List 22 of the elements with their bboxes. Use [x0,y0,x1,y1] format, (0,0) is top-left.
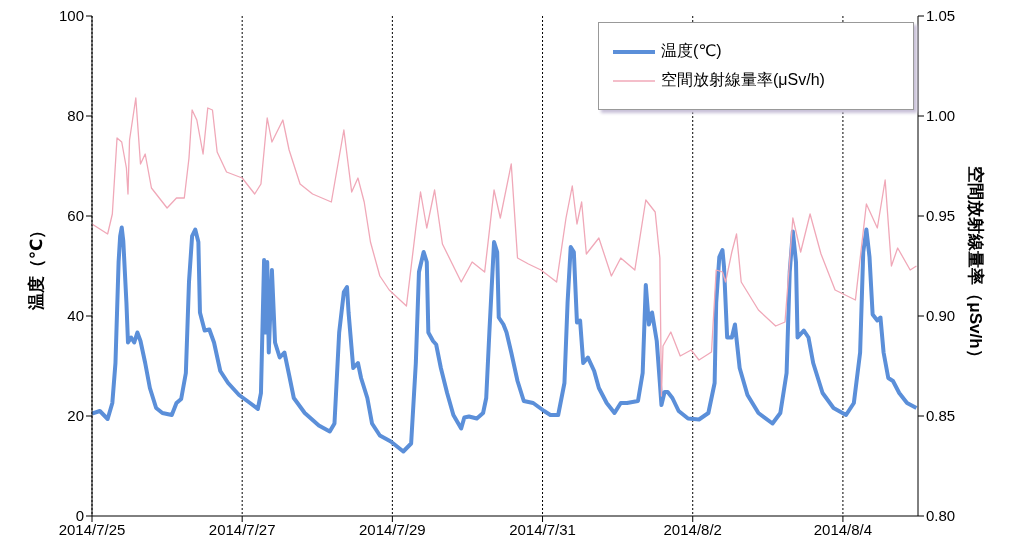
y2-tick-label: 1.05 [926,7,956,25]
y-tick-label: 20 [67,407,84,425]
x-tick-label: 2014/7/29 [359,520,426,538]
y2-tick-label: 0.80 [926,507,956,525]
y2-tick-label: 0.90 [926,307,956,325]
y-tick-label: 80 [67,107,84,125]
y-tick-label: 40 [67,307,84,325]
x-tick-label: 2014/7/31 [509,520,576,538]
y2-axis-title: 空間放射線量率（μSv/h） [965,166,985,366]
y2-tick-label: 0.85 [926,407,956,425]
x-tick-label: 2014/8/2 [663,520,722,538]
y2-tick-label: 1.00 [926,107,956,125]
y-tick-label: 60 [67,207,84,225]
x-tick-label: 2014/7/27 [208,520,276,538]
line-series [92,225,918,454]
x-tick-label: 2014/8/4 [813,520,873,538]
y-tick-label: 100 [58,7,84,25]
y2-tick-label: 0.95 [926,207,956,225]
legend-label: 温度(℃) [661,41,722,61]
y-axis-title: 温度（℃） [27,221,47,312]
legend-label: 空間放射線量率(μSv/h) [661,70,825,90]
line-series [92,97,918,397]
